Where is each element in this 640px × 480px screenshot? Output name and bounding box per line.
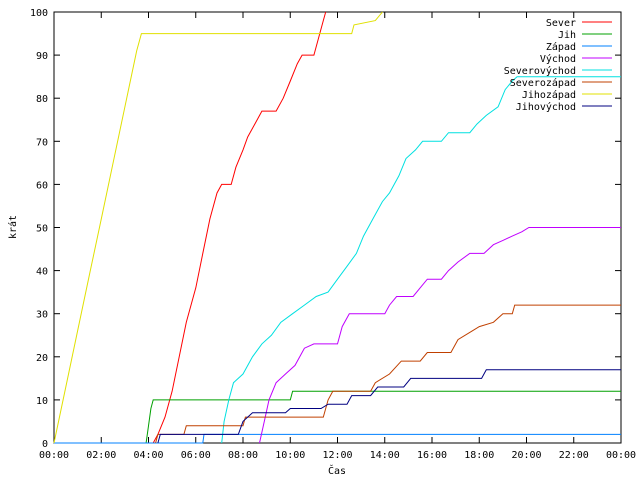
y-tick-label: 40 bbox=[36, 267, 48, 278]
legend-label: Severozápad bbox=[510, 77, 576, 89]
x-tick-label: 16:00 bbox=[417, 450, 447, 461]
legend-label: Sever bbox=[546, 18, 576, 29]
x-tick-label: 18:00 bbox=[464, 450, 494, 461]
series-line-6 bbox=[155, 304, 621, 444]
y-tick-label: 50 bbox=[36, 224, 48, 235]
x-axis-label: Čas bbox=[328, 464, 346, 477]
y-tick-label: 10 bbox=[36, 396, 48, 407]
x-tick-label: 02:00 bbox=[86, 450, 116, 461]
legend-label: Severovýchod bbox=[504, 65, 576, 77]
y-tick-label: 60 bbox=[36, 180, 48, 191]
legend: SeverJihZápadVýchodSeverovýchodSeverozáp… bbox=[504, 18, 612, 113]
x-tick-label: 04:00 bbox=[133, 450, 163, 461]
x-tick-label: 10:00 bbox=[275, 450, 305, 461]
x-tick-label: 20:00 bbox=[511, 450, 541, 461]
series-line-7 bbox=[53, 11, 383, 444]
legend-label: Západ bbox=[546, 41, 576, 53]
x-tick-label: 00:00 bbox=[39, 450, 69, 461]
legend-label: Východ bbox=[540, 53, 576, 65]
x-tick-label: 12:00 bbox=[322, 450, 352, 461]
y-tick-label: 0 bbox=[42, 439, 48, 450]
series-line-2 bbox=[145, 390, 621, 444]
series-line-4 bbox=[259, 227, 621, 444]
legend-label: Jihozápad bbox=[522, 89, 576, 101]
x-tick-label: 14:00 bbox=[370, 450, 400, 461]
series-line-5 bbox=[221, 76, 621, 444]
series-line-3 bbox=[54, 433, 621, 444]
series-lines bbox=[53, 11, 621, 444]
y-tick-label: 30 bbox=[36, 310, 48, 321]
y-tick-label: 80 bbox=[36, 94, 48, 105]
y-tick-label: 100 bbox=[30, 8, 48, 19]
y-tick-label: 20 bbox=[36, 353, 48, 364]
legend-label: Jih bbox=[558, 30, 576, 41]
x-tick-label: 08:00 bbox=[228, 450, 258, 461]
series-line-8 bbox=[157, 369, 621, 444]
series-line-1 bbox=[152, 11, 327, 444]
x-tick-label: 22:00 bbox=[559, 450, 589, 461]
y-tick-label: 70 bbox=[36, 137, 48, 148]
x-tick-label: 06:00 bbox=[181, 450, 211, 461]
y-tick-label: 90 bbox=[36, 51, 48, 62]
x-tick-label: 00:00 bbox=[606, 450, 636, 461]
axis-ticks: 0 10 20 30 40 50 60 70 80 90 100 00:00 02:00 04:00 06:… bbox=[30, 8, 636, 461]
y-axis-label: krát bbox=[7, 215, 19, 239]
legend-label: Jihovýchod bbox=[516, 101, 576, 113]
